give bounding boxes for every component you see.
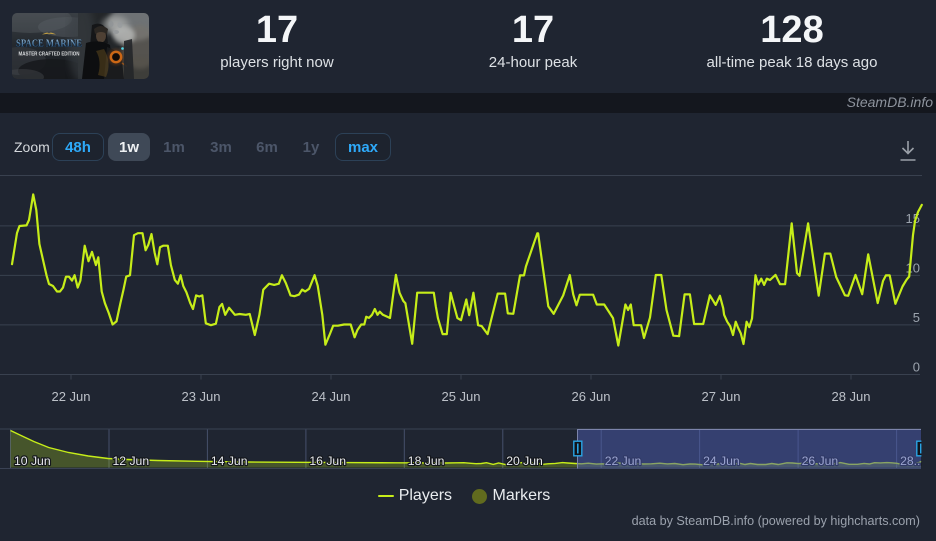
svg-text:24 Jun: 24 Jun (311, 389, 350, 404)
svg-text:18 Jun: 18 Jun (408, 454, 445, 468)
svg-text:16 Jun: 16 Jun (309, 454, 346, 468)
svg-text:27 Jun: 27 Jun (701, 389, 740, 404)
svg-text:22 Jun: 22 Jun (51, 389, 90, 404)
svg-text:0: 0 (913, 360, 920, 375)
svg-text:10 Jun: 10 Jun (14, 454, 51, 468)
svg-text:20 Jun: 20 Jun (506, 454, 543, 468)
svg-text:28 Jun: 28 Jun (831, 389, 870, 404)
svg-text:14 Jun: 14 Jun (211, 454, 248, 468)
svg-text:MASTER CRAFTED EDITION: MASTER CRAFTED EDITION (19, 52, 80, 58)
svg-text:23 Jun: 23 Jun (181, 389, 220, 404)
svg-text:12 Jun: 12 Jun (113, 454, 150, 468)
svg-text:SPACE MARINE: SPACE MARINE (16, 39, 82, 50)
svg-text:5: 5 (913, 310, 920, 325)
svg-text:26 Jun: 26 Jun (571, 389, 610, 404)
svg-text:25 Jun: 25 Jun (441, 389, 480, 404)
